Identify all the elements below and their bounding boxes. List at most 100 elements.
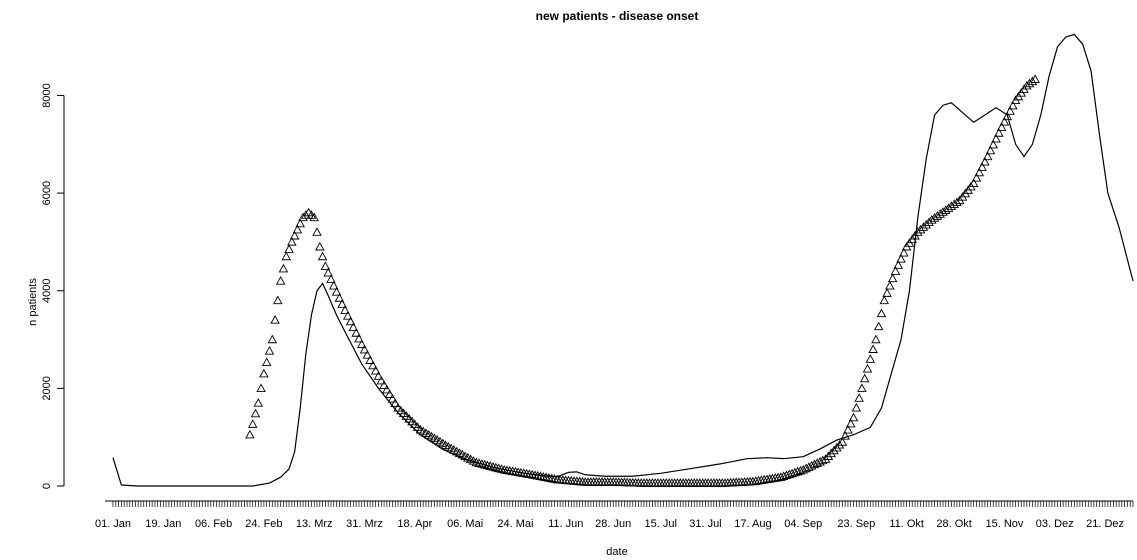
y-tick-label: 8000 xyxy=(41,83,53,107)
triangle-point xyxy=(591,477,602,486)
triangle-point xyxy=(362,350,373,359)
triangle-point xyxy=(256,383,266,393)
triangle-point xyxy=(692,478,702,487)
triangle-point xyxy=(879,295,890,305)
triangle-point xyxy=(365,355,375,364)
triangle-point xyxy=(658,478,669,487)
triangle-point xyxy=(605,477,616,486)
triangle-point xyxy=(669,478,680,487)
x-tick-label: 03. Dez xyxy=(1036,518,1074,530)
triangle-point xyxy=(250,408,261,418)
triangle-point xyxy=(845,418,856,428)
triangle-point xyxy=(261,357,272,366)
triangle-point xyxy=(667,478,677,487)
triangle-point xyxy=(535,471,546,481)
x-tick-label: 28. Okt xyxy=(936,518,971,530)
triangle-point xyxy=(868,344,878,353)
triangle-point xyxy=(594,477,605,486)
x-tick-label: 21. Dez xyxy=(1086,518,1124,530)
triangle-point xyxy=(602,477,613,486)
x-daily-ticks xyxy=(112,501,1134,507)
triangle-point xyxy=(781,470,792,480)
triangle-point xyxy=(887,273,898,283)
triangle-point xyxy=(865,354,876,363)
triangle-point xyxy=(312,227,322,236)
triangle-point xyxy=(499,464,509,474)
triangle-point xyxy=(996,122,1007,131)
triangle-point xyxy=(655,478,666,487)
triangle-point xyxy=(376,375,387,385)
triangle-point xyxy=(530,470,540,479)
triangle-point xyxy=(359,344,370,354)
x-tick-label: 15. Jul xyxy=(645,518,677,530)
triangle-point xyxy=(778,471,789,480)
triangle-point xyxy=(323,267,333,277)
triangle-point xyxy=(837,437,848,446)
triangle-point xyxy=(848,412,859,422)
triangle-point xyxy=(303,207,314,217)
chart-title: new patients - disease onset xyxy=(536,9,699,23)
y-tick-label: 4000 xyxy=(41,278,53,302)
x-axis: 01. Jan 19. Jan 06. Feb 24. Feb 13. Mrz 31. M… xyxy=(95,500,1134,530)
triangle-point xyxy=(370,365,381,375)
y-tick-label: 2000 xyxy=(41,376,53,400)
triangle-point xyxy=(641,478,652,487)
line-path xyxy=(112,33,1134,487)
triangle-point xyxy=(790,467,800,477)
series-triangles xyxy=(245,74,1040,487)
triangle-point xyxy=(284,244,294,253)
triangle-point xyxy=(502,465,512,475)
triangle-point xyxy=(485,461,496,470)
triangle-point xyxy=(876,308,887,318)
triangle-point xyxy=(510,466,521,476)
triangle-point xyxy=(980,156,990,166)
triangle-point xyxy=(292,224,303,234)
triangle-point xyxy=(974,167,985,177)
triangle-point xyxy=(326,274,336,283)
triangle-point xyxy=(337,299,347,308)
triangle-point xyxy=(977,162,987,171)
triangle-point xyxy=(644,478,655,487)
triangle-point xyxy=(315,241,325,251)
triangle-point xyxy=(544,473,554,482)
triangle-point xyxy=(893,260,904,269)
y-axis: 0 2000 4000 6000 8000 xyxy=(41,83,65,489)
triangle-point xyxy=(527,469,537,479)
triangle-point xyxy=(664,478,674,487)
triangle-point xyxy=(317,251,328,261)
triangle-point xyxy=(999,116,1010,126)
x-tick-label: 06. Mai xyxy=(447,518,483,530)
triangle-point xyxy=(1024,78,1035,88)
x-tick-label: 18. Apr xyxy=(397,518,432,530)
triangle-point xyxy=(994,128,1004,137)
triangle-point xyxy=(588,477,599,486)
triangle-point xyxy=(348,322,359,331)
triangle-point xyxy=(496,464,507,473)
triangle-point xyxy=(340,305,350,314)
triangle-point xyxy=(924,217,934,227)
triangle-point xyxy=(826,448,836,458)
x-tick-label: 17. Aug xyxy=(734,518,771,530)
triangle-point xyxy=(650,478,660,487)
triangle-point xyxy=(829,445,839,455)
triangle-point xyxy=(706,478,716,487)
triangle-point xyxy=(639,478,649,487)
triangle-point xyxy=(873,321,884,331)
triangle-point xyxy=(703,478,713,487)
triangle-point xyxy=(675,478,686,487)
triangle-point xyxy=(661,478,672,487)
triangle-point xyxy=(636,478,646,487)
triangle-point xyxy=(287,236,297,246)
triangle-point xyxy=(1002,111,1013,121)
x-tick-label: 15. Nov xyxy=(985,518,1023,530)
triangle-point xyxy=(331,287,342,296)
triangle-point xyxy=(1027,76,1038,86)
series-layer xyxy=(112,33,1134,487)
triangle-point xyxy=(1030,74,1040,84)
triangle-point xyxy=(784,469,795,479)
triangle-point xyxy=(382,384,392,394)
triangle-point xyxy=(270,315,280,324)
triangle-point xyxy=(306,210,317,219)
triangle-point xyxy=(787,468,797,478)
triangle-point xyxy=(505,465,515,475)
